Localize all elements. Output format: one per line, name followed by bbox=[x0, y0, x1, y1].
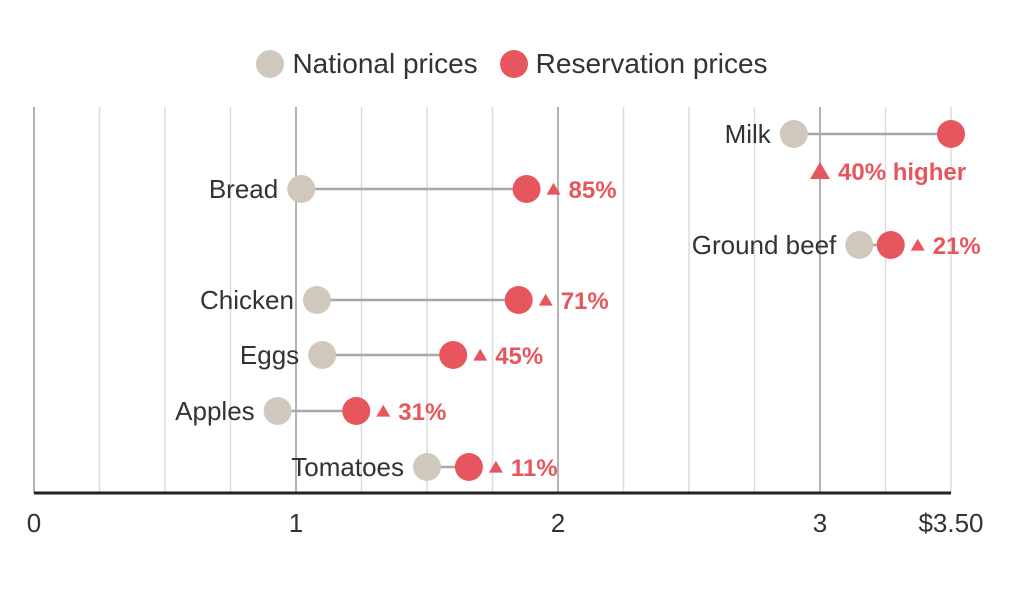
reservation-price-dot bbox=[876, 231, 905, 259]
national-price-dot bbox=[308, 341, 337, 369]
national-price-dot bbox=[413, 453, 441, 481]
item-label: Tomatoes bbox=[291, 452, 404, 482]
change-label: 11% bbox=[511, 455, 558, 482]
increase-triangle-icon bbox=[546, 182, 561, 195]
item-label: Eggs bbox=[240, 340, 299, 370]
item-label: Milk bbox=[725, 119, 772, 149]
x-tick-label: $3.50 bbox=[918, 508, 983, 538]
national-price-dot bbox=[263, 397, 292, 425]
item-label: Apples bbox=[175, 396, 255, 426]
increase-triangle-icon bbox=[810, 162, 830, 179]
item-label: Bread bbox=[209, 174, 278, 204]
national-price-dot bbox=[302, 286, 331, 314]
legend-label-national: National prices bbox=[292, 48, 478, 79]
change-label: 45% bbox=[495, 343, 543, 370]
x-tick-label: 3 bbox=[813, 508, 827, 538]
increase-triangle-icon bbox=[910, 238, 925, 251]
national-price-dot bbox=[779, 120, 808, 148]
reservation-price-dot bbox=[342, 397, 371, 425]
increase-triangle-icon bbox=[538, 293, 553, 306]
legend-item-reservation: Reservation prices bbox=[499, 48, 768, 80]
item-label: Chicken bbox=[200, 285, 294, 315]
x-tick-label: 2 bbox=[551, 508, 565, 538]
chart-legend: National prices Reservation prices bbox=[0, 48, 1024, 80]
increase-triangle-icon bbox=[473, 348, 488, 361]
change-label: 40% higher bbox=[838, 159, 966, 186]
national-price-dot bbox=[287, 175, 316, 203]
reservation-price-dot bbox=[937, 120, 965, 148]
reservation-price-dot bbox=[454, 453, 483, 481]
change-label: 85% bbox=[569, 177, 617, 204]
reservation-price-dot bbox=[512, 175, 541, 203]
change-label: 31% bbox=[398, 399, 446, 426]
x-tick-label: 1 bbox=[289, 508, 303, 538]
national-price-dot bbox=[845, 231, 874, 259]
item-label: Ground beef bbox=[692, 230, 837, 260]
reservation-price-dot bbox=[504, 286, 533, 314]
legend-item-national: National prices bbox=[256, 48, 478, 80]
change-label: 71% bbox=[561, 288, 609, 315]
increase-triangle-icon bbox=[376, 404, 391, 417]
reservation-price-dot bbox=[439, 341, 468, 369]
legend-label-reservation: Reservation prices bbox=[535, 48, 768, 79]
x-tick-label: 0 bbox=[27, 508, 41, 538]
change-label: 21% bbox=[933, 233, 981, 260]
legend-swatch-national bbox=[256, 50, 285, 78]
legend-swatch-reservation bbox=[499, 50, 528, 78]
increase-triangle-icon bbox=[488, 460, 503, 473]
